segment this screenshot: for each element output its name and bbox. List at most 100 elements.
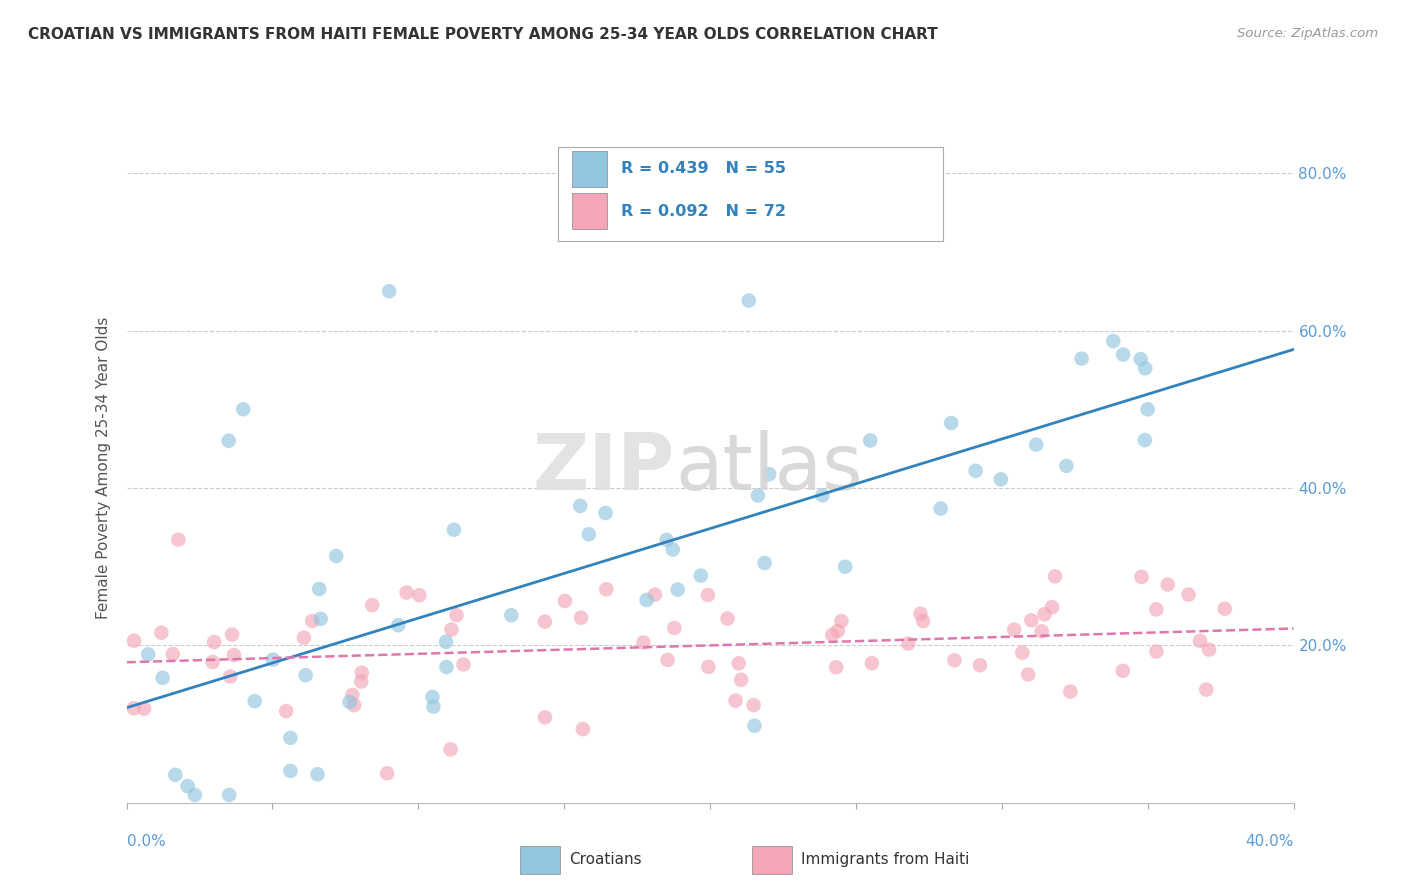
Point bbox=[350, 674, 373, 689]
Point bbox=[1133, 433, 1156, 447]
Point bbox=[969, 658, 991, 673]
Point bbox=[218, 788, 240, 802]
Point bbox=[825, 660, 848, 674]
Point bbox=[664, 621, 686, 635]
Point bbox=[501, 608, 523, 623]
Point bbox=[280, 764, 302, 778]
Point bbox=[440, 623, 463, 637]
Point bbox=[1188, 633, 1211, 648]
Point bbox=[361, 598, 384, 612]
Point bbox=[232, 402, 254, 417]
Text: 40.0%: 40.0% bbox=[1246, 834, 1294, 849]
Point bbox=[439, 742, 461, 756]
Point bbox=[1031, 624, 1053, 639]
Point bbox=[1002, 623, 1025, 637]
Point bbox=[276, 704, 298, 718]
Point bbox=[834, 559, 856, 574]
Point bbox=[1102, 334, 1125, 348]
Point bbox=[1011, 646, 1033, 660]
Point bbox=[1070, 351, 1092, 366]
Point bbox=[554, 594, 576, 608]
Point bbox=[929, 501, 952, 516]
Point bbox=[1198, 642, 1220, 657]
Point bbox=[1112, 664, 1135, 678]
Point bbox=[443, 523, 465, 537]
Point bbox=[122, 633, 145, 648]
Point bbox=[1054, 458, 1077, 473]
Bar bbox=[572, 193, 607, 229]
Point bbox=[666, 582, 689, 597]
Point bbox=[633, 635, 655, 649]
Point bbox=[1144, 602, 1167, 616]
Point bbox=[1130, 570, 1153, 584]
Point bbox=[202, 635, 225, 649]
Point bbox=[167, 533, 190, 547]
Point bbox=[218, 434, 240, 448]
Point bbox=[1157, 577, 1180, 591]
Point bbox=[434, 635, 457, 649]
Point bbox=[569, 499, 592, 513]
Point bbox=[1177, 588, 1199, 602]
Point bbox=[724, 693, 747, 707]
Point bbox=[152, 671, 174, 685]
Point bbox=[657, 653, 679, 667]
Point bbox=[184, 788, 207, 802]
Point bbox=[534, 615, 557, 629]
Point bbox=[821, 628, 844, 642]
Text: Croatians: Croatians bbox=[569, 853, 643, 867]
Point bbox=[1144, 644, 1167, 658]
Point bbox=[747, 489, 769, 503]
Point bbox=[243, 694, 266, 708]
Point bbox=[162, 647, 184, 661]
Point bbox=[965, 464, 987, 478]
Point bbox=[325, 549, 347, 563]
Point bbox=[307, 767, 329, 781]
Point bbox=[408, 588, 430, 602]
Point bbox=[754, 556, 776, 570]
Point bbox=[727, 657, 749, 671]
Text: atlas: atlas bbox=[675, 430, 862, 507]
Point bbox=[1040, 600, 1063, 615]
Point bbox=[595, 582, 617, 597]
Text: ZIP: ZIP bbox=[533, 430, 675, 507]
Point bbox=[375, 766, 398, 780]
Point bbox=[1195, 682, 1218, 697]
Point bbox=[222, 648, 245, 662]
Point bbox=[830, 614, 852, 628]
Point bbox=[308, 582, 330, 596]
Point bbox=[378, 284, 401, 298]
Point bbox=[1129, 352, 1152, 367]
Point bbox=[280, 731, 302, 745]
Bar bbox=[572, 151, 607, 187]
Point bbox=[572, 722, 595, 736]
Point bbox=[827, 624, 849, 638]
Point bbox=[1136, 402, 1159, 417]
Point bbox=[339, 695, 361, 709]
Point bbox=[716, 611, 738, 625]
Point bbox=[569, 610, 592, 624]
Y-axis label: Female Poverty Among 25-34 Year Olds: Female Poverty Among 25-34 Year Olds bbox=[96, 318, 111, 619]
Point bbox=[636, 593, 658, 607]
Point bbox=[897, 636, 920, 650]
Point bbox=[578, 527, 600, 541]
Point bbox=[1033, 607, 1056, 622]
Point bbox=[738, 293, 761, 308]
Point bbox=[1112, 347, 1135, 361]
Text: R = 0.439   N = 55: R = 0.439 N = 55 bbox=[621, 161, 786, 177]
Point bbox=[219, 669, 242, 683]
Point bbox=[941, 416, 963, 430]
Point bbox=[387, 618, 409, 632]
Point bbox=[436, 660, 458, 674]
Point bbox=[689, 568, 711, 582]
Point bbox=[697, 660, 720, 674]
Text: R = 0.092   N = 72: R = 0.092 N = 72 bbox=[621, 203, 786, 219]
Point bbox=[1021, 613, 1043, 627]
Point bbox=[1025, 437, 1047, 451]
Point bbox=[453, 657, 475, 672]
Point bbox=[1059, 684, 1081, 698]
Point bbox=[342, 688, 364, 702]
Point bbox=[860, 657, 883, 671]
Point bbox=[301, 614, 323, 628]
Point bbox=[644, 588, 666, 602]
Point bbox=[655, 533, 678, 547]
